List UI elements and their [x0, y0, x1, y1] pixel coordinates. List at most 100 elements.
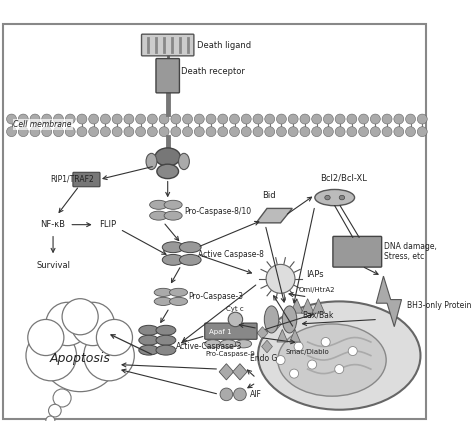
Circle shape	[147, 127, 157, 136]
Circle shape	[394, 127, 404, 136]
Circle shape	[136, 127, 146, 136]
Circle shape	[347, 127, 357, 136]
Circle shape	[77, 114, 87, 124]
Circle shape	[276, 356, 285, 365]
Circle shape	[323, 114, 333, 124]
Circle shape	[54, 127, 64, 136]
Circle shape	[53, 389, 71, 407]
Ellipse shape	[150, 211, 168, 220]
Circle shape	[100, 114, 110, 124]
Circle shape	[194, 114, 204, 124]
Circle shape	[359, 114, 369, 124]
Text: Death ligand: Death ligand	[197, 41, 251, 51]
Polygon shape	[312, 299, 325, 313]
Circle shape	[406, 114, 416, 124]
Circle shape	[335, 365, 344, 373]
Circle shape	[159, 114, 169, 124]
Polygon shape	[257, 326, 268, 339]
Circle shape	[89, 127, 99, 136]
Text: IAPs: IAPs	[306, 270, 323, 279]
Polygon shape	[233, 364, 247, 380]
Circle shape	[323, 127, 333, 136]
Circle shape	[300, 114, 310, 124]
Circle shape	[382, 127, 392, 136]
Circle shape	[124, 114, 134, 124]
Ellipse shape	[154, 297, 172, 306]
Circle shape	[77, 127, 87, 136]
Circle shape	[171, 127, 181, 136]
Ellipse shape	[154, 288, 172, 296]
Circle shape	[253, 114, 263, 124]
Circle shape	[46, 302, 89, 346]
Circle shape	[84, 330, 134, 381]
Circle shape	[182, 127, 192, 136]
Ellipse shape	[278, 324, 386, 396]
Circle shape	[370, 114, 380, 124]
Circle shape	[218, 127, 228, 136]
Text: Apoptosis: Apoptosis	[50, 352, 110, 365]
Ellipse shape	[339, 195, 345, 200]
Polygon shape	[376, 276, 401, 326]
Circle shape	[18, 114, 28, 124]
Circle shape	[218, 114, 228, 124]
Circle shape	[206, 114, 216, 124]
Text: Bid: Bid	[263, 191, 276, 200]
FancyBboxPatch shape	[205, 323, 257, 339]
Polygon shape	[290, 330, 301, 342]
Circle shape	[18, 127, 28, 136]
Circle shape	[370, 127, 380, 136]
Circle shape	[276, 127, 286, 136]
Text: Omi/HtrA2: Omi/HtrA2	[299, 287, 335, 293]
Circle shape	[347, 114, 357, 124]
Circle shape	[290, 369, 299, 378]
Circle shape	[276, 114, 286, 124]
Circle shape	[241, 127, 251, 136]
Circle shape	[28, 319, 64, 356]
Circle shape	[308, 360, 317, 369]
Circle shape	[71, 302, 114, 346]
Ellipse shape	[162, 254, 184, 265]
Ellipse shape	[139, 325, 159, 335]
Circle shape	[48, 404, 61, 417]
Ellipse shape	[162, 242, 184, 253]
Text: BH3-only Protein: BH3-only Protein	[407, 301, 471, 311]
Ellipse shape	[156, 335, 176, 345]
Circle shape	[30, 127, 40, 136]
Circle shape	[42, 127, 52, 136]
Circle shape	[96, 319, 133, 356]
Text: Death receptor: Death receptor	[181, 67, 245, 76]
Circle shape	[220, 388, 233, 401]
Ellipse shape	[156, 345, 176, 355]
Circle shape	[312, 114, 322, 124]
Polygon shape	[256, 208, 292, 223]
Ellipse shape	[264, 306, 279, 333]
Circle shape	[265, 114, 274, 124]
Text: Active-Caspase-3: Active-Caspase-3	[176, 342, 242, 351]
Circle shape	[359, 127, 369, 136]
Ellipse shape	[179, 153, 190, 170]
Ellipse shape	[139, 345, 159, 355]
Circle shape	[194, 127, 204, 136]
Circle shape	[124, 127, 134, 136]
Ellipse shape	[150, 200, 168, 209]
Text: Smac/Diablo: Smac/Diablo	[285, 349, 329, 355]
Circle shape	[147, 114, 157, 124]
Circle shape	[253, 127, 263, 136]
Circle shape	[65, 114, 75, 124]
Circle shape	[335, 127, 345, 136]
Ellipse shape	[258, 301, 420, 410]
Circle shape	[136, 114, 146, 124]
Polygon shape	[301, 299, 314, 313]
Ellipse shape	[157, 164, 179, 179]
Circle shape	[46, 416, 55, 425]
Circle shape	[30, 114, 40, 124]
Circle shape	[89, 114, 99, 124]
Text: Bax/Bak: Bax/Bak	[302, 311, 334, 319]
Polygon shape	[262, 340, 273, 353]
Ellipse shape	[155, 148, 180, 166]
FancyBboxPatch shape	[142, 34, 194, 56]
Text: NF-κB: NF-κB	[41, 220, 65, 229]
FancyBboxPatch shape	[3, 24, 426, 419]
Ellipse shape	[170, 288, 188, 296]
Ellipse shape	[164, 211, 182, 220]
